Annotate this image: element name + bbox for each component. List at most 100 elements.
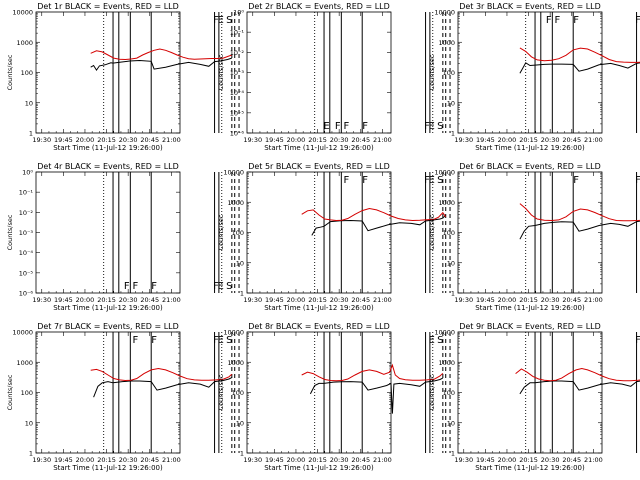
x-tick-label: 19:30	[454, 456, 473, 464]
detector-panel: Det 3r BLACK = Events, RED = LLD 1 10 100 10…	[428, 2, 640, 152]
y-axis-title: Counts/sec	[428, 54, 436, 90]
x-axis-title: Start Time (11-Jul-12 19:26:00)	[53, 304, 163, 312]
x-tick-label: 20:00	[76, 136, 95, 144]
y-tick-label: 10⁻⁶	[230, 130, 245, 138]
y-tick-label: 10000	[12, 329, 33, 337]
flag-letter: F	[213, 335, 219, 346]
y-tick-label: 10⁻³	[19, 229, 34, 237]
flag-letter: F	[132, 335, 138, 346]
x-tick-label: 20:00	[287, 136, 306, 144]
x-axis-title: Start Time (11-Jul-12 19:26:00)	[53, 144, 163, 152]
plot-frame	[457, 171, 603, 294]
flag-letter: F	[343, 121, 349, 132]
x-tick-label: 20:00	[287, 456, 306, 464]
x-tick-label: 20:30	[541, 296, 560, 304]
y-tick-label: 1000	[438, 359, 455, 367]
y-tick-label: 10⁻¹	[19, 189, 34, 197]
lld-series-line	[301, 207, 447, 222]
plot-frame	[457, 11, 603, 134]
x-tick-label: 19:30	[243, 136, 262, 144]
x-tick-label: 19:45	[265, 136, 284, 144]
y-tick-label: 10	[447, 259, 455, 267]
x-axis-title: Start Time (11-Jul-12 19:26:00)	[264, 464, 374, 472]
panel-title: Det 4r BLACK = Events, RED = LLD	[37, 162, 179, 171]
events-series-line	[93, 377, 233, 398]
flag-letter: F	[132, 281, 138, 292]
x-tick-label: 20:15	[97, 136, 116, 144]
flag-letter: E	[217, 335, 223, 346]
y-tick-label: 1	[451, 450, 455, 458]
flag-letter: E	[428, 175, 434, 186]
x-tick-label: 21:00	[584, 456, 603, 464]
events-series-line	[311, 214, 447, 236]
lld-series-line	[515, 367, 640, 382]
x-tick-label: 19:45	[476, 296, 495, 304]
x-tick-label: 21:00	[373, 296, 392, 304]
y-tick-label: 10000	[223, 169, 244, 177]
y-axis-title: Counts/sec	[217, 214, 225, 250]
detector-panel: Det 4r BLACK = Events, RED = LLD 10⁻⁶ 10⁻⁵…	[6, 162, 240, 312]
y-axis-title: Counts/sec	[6, 374, 14, 410]
flag-letter: F	[635, 15, 640, 26]
x-tick-label: 20:15	[308, 296, 327, 304]
y-tick-label: 100	[443, 229, 455, 237]
flag-letter: S	[226, 15, 232, 26]
y-tick-label: 100	[232, 229, 244, 237]
y-tick-label: 1000	[16, 359, 33, 367]
y-axis-title: Counts/sec	[6, 214, 14, 250]
plot-frame	[35, 11, 181, 134]
y-tick-label: 1	[451, 290, 455, 298]
y-tick-label: 10⁻⁴	[230, 89, 245, 97]
x-tick-label: 19:45	[54, 456, 73, 464]
events-series-line	[519, 220, 640, 240]
y-tick-label: 1000	[16, 39, 33, 47]
x-axis-title: Start Time (11-Jul-12 19:26:00)	[475, 464, 585, 472]
flag-letter: F	[151, 281, 157, 292]
flag-letter: E	[217, 281, 223, 292]
events-series-line	[519, 62, 640, 74]
x-tick-label: 19:30	[32, 296, 51, 304]
y-tick-label: 1	[29, 450, 33, 458]
x-axis-title: Start Time (11-Jul-12 19:26:00)	[475, 144, 585, 152]
y-tick-label: 100	[443, 389, 455, 397]
y-tick-label: 10⁻³	[230, 69, 245, 77]
plot-frame	[457, 331, 603, 454]
detector-panel: Det 8r BLACK = Events, RED = LLD 1 10 100 10…	[217, 322, 451, 472]
x-tick-label: 19:30	[243, 456, 262, 464]
y-tick-label: 100	[232, 389, 244, 397]
x-tick-label: 21:00	[162, 136, 181, 144]
flag-letter: F	[124, 281, 130, 292]
x-tick-label: 19:45	[476, 456, 495, 464]
y-tick-label: 1000	[438, 199, 455, 207]
y-tick-label: 10⁻²	[19, 209, 34, 217]
flag-letter: S	[437, 121, 443, 132]
detector-panel: Det 7r BLACK = Events, RED = LLD 1 10 100 10…	[6, 322, 240, 472]
y-tick-label: 10	[236, 259, 244, 267]
y-tick-label: 10	[236, 419, 244, 427]
detector-panel: Det 6r BLACK = Events, RED = LLD 1 10 100 10…	[428, 162, 640, 312]
y-tick-label: 10000	[434, 169, 455, 177]
x-tick-label: 19:30	[454, 136, 473, 144]
events-series-line	[309, 377, 444, 414]
flag-letter: F	[424, 121, 430, 132]
y-axis-title: Counts/sec	[428, 214, 436, 250]
flag-letter: F	[424, 175, 430, 186]
y-tick-label: 1000	[438, 39, 455, 47]
flag-letter: F	[362, 175, 368, 186]
x-tick-label: 20:45	[140, 136, 159, 144]
x-tick-label: 20:00	[498, 456, 517, 464]
plot-frame	[246, 171, 392, 294]
x-axis-title: Start Time (11-Jul-12 19:26:00)	[264, 144, 374, 152]
y-tick-label: 10⁰	[233, 9, 244, 17]
x-tick-label: 20:15	[97, 456, 116, 464]
y-tick-label: 10	[447, 419, 455, 427]
y-tick-label: 100	[21, 69, 33, 77]
y-axis-title: Counts/sec	[428, 374, 436, 410]
x-tick-label: 19:30	[243, 296, 262, 304]
y-tick-label: 10000	[434, 329, 455, 337]
y-tick-label: 1	[240, 290, 244, 298]
x-tick-label: 20:30	[119, 136, 138, 144]
panel-title: Det 9r BLACK = Events, RED = LLD	[459, 322, 601, 331]
x-tick-label: 20:45	[351, 456, 370, 464]
x-tick-label: 20:15	[97, 296, 116, 304]
